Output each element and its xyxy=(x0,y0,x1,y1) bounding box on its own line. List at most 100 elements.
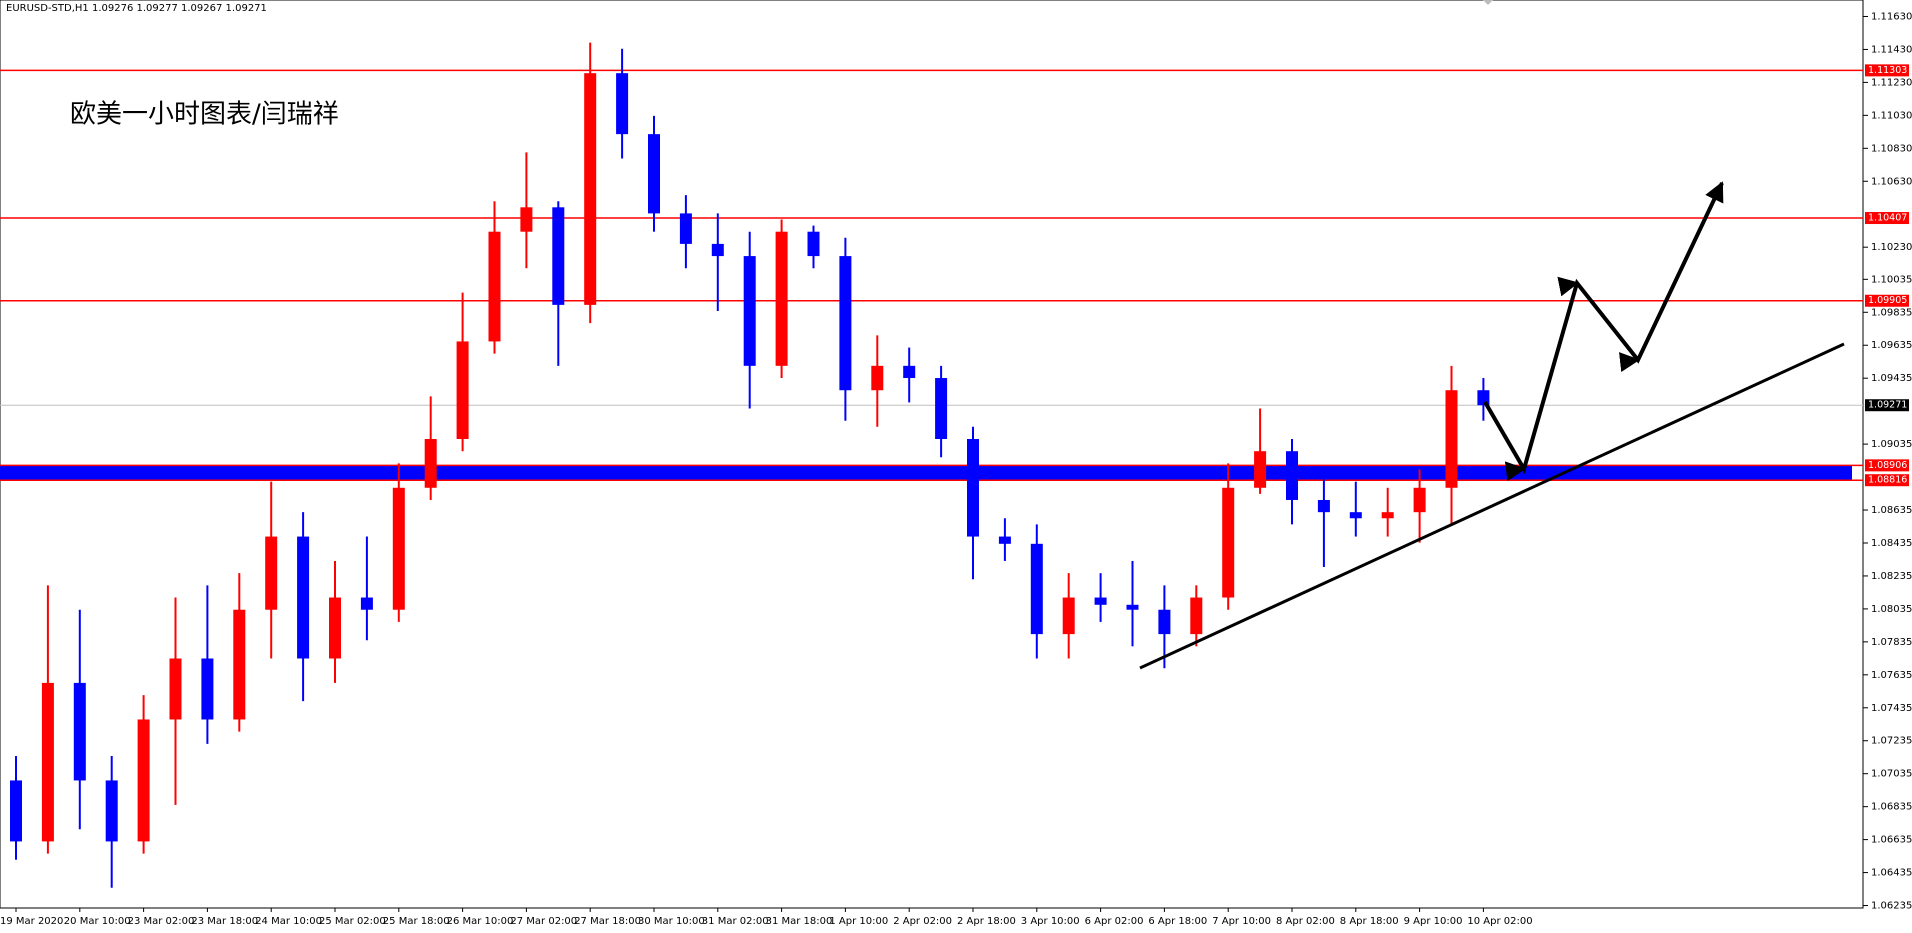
y-tick-label: 1.07435 xyxy=(1871,703,1912,714)
x-tick-label: 2 Apr 02:00 xyxy=(893,916,952,927)
x-tick-label: 27 Mar 02:00 xyxy=(510,916,577,927)
y-tick-label: 1.09435 xyxy=(1871,373,1912,384)
x-tick-label: 31 Mar 02:00 xyxy=(702,916,769,927)
level-label-bg xyxy=(1865,64,1909,77)
candle-body xyxy=(1190,597,1203,635)
candle-body xyxy=(839,256,852,391)
y-tick-label: 1.06635 xyxy=(1871,835,1912,846)
support-zone xyxy=(0,465,1852,481)
x-tick-label: 8 Apr 18:00 xyxy=(1340,916,1399,927)
candle-body xyxy=(488,231,501,342)
x-tick-label: 7 Apr 10:00 xyxy=(1212,916,1271,927)
candle-body xyxy=(1158,609,1171,635)
candle-body xyxy=(711,243,724,257)
x-tick-label: 3 Apr 10:00 xyxy=(1021,916,1080,927)
candle-body xyxy=(73,682,86,781)
chart-header: EURUSD-STD,H1 1.09276 1.09277 1.09267 1.… xyxy=(6,3,267,14)
level-label: 1.11303 xyxy=(1868,65,1907,76)
y-tick-label: 1.08235 xyxy=(1871,571,1912,582)
x-tick-label: 25 Mar 02:00 xyxy=(319,916,386,927)
trend-line xyxy=(1139,342,1845,670)
candle-body xyxy=(424,439,437,488)
y-tick-label: 1.07235 xyxy=(1871,736,1912,747)
x-tick-label: 20 Mar 10:00 xyxy=(64,916,131,927)
x-tick-label: 26 Mar 10:00 xyxy=(447,916,514,927)
y-tick-label: 1.10630 xyxy=(1871,176,1912,187)
candle-body xyxy=(329,597,341,659)
candle-body xyxy=(520,207,533,232)
level-label-bg xyxy=(1865,212,1909,225)
level-label: 1.10407 xyxy=(1868,213,1907,224)
candle-body xyxy=(967,439,979,537)
level-label-bg xyxy=(1865,459,1909,472)
y-tick-label: 1.10830 xyxy=(1871,143,1912,154)
candle-body xyxy=(233,609,246,720)
y-tick-label: 1.10230 xyxy=(1871,242,1912,253)
price-label: 1.09271 xyxy=(1868,400,1907,411)
candle-body xyxy=(137,719,150,842)
candle-body xyxy=(41,682,54,842)
y-tick-label: 1.11030 xyxy=(1871,110,1912,121)
candle-body xyxy=(903,365,916,379)
y-tick-label: 1.09835 xyxy=(1871,307,1912,318)
candle-body xyxy=(10,780,22,842)
x-tick-label: 9 Apr 10:00 xyxy=(1404,916,1463,927)
x-tick-label: 6 Apr 02:00 xyxy=(1085,916,1144,927)
x-tick-label: 23 Mar 18:00 xyxy=(191,916,258,927)
candle-body xyxy=(297,536,310,659)
candle-body xyxy=(552,207,565,305)
projection-arrows xyxy=(1483,181,1724,482)
candle-body xyxy=(1126,604,1139,610)
y-tick-label: 1.06835 xyxy=(1871,802,1912,813)
x-tick-label: 24 Mar 10:00 xyxy=(255,916,322,927)
candle-body xyxy=(743,256,756,366)
candle-body xyxy=(201,658,214,720)
x-tick-label: 27 Mar 18:00 xyxy=(574,916,641,927)
y-tick-label: 1.08435 xyxy=(1871,538,1912,549)
y-tick-label: 1.06435 xyxy=(1871,868,1912,879)
y-tick-label: 1.11230 xyxy=(1871,77,1912,88)
candle-body xyxy=(584,73,597,305)
x-tick-label: 31 Mar 18:00 xyxy=(766,916,833,927)
plot-area xyxy=(0,0,1864,909)
y-tick-label: 1.07035 xyxy=(1871,769,1912,780)
x-tick-label: 30 Mar 10:00 xyxy=(638,916,705,927)
y-tick-label: 1.08035 xyxy=(1871,604,1912,615)
candle-body xyxy=(871,365,884,391)
x-tick-label: 23 Mar 02:00 xyxy=(128,916,195,927)
candle-body xyxy=(998,536,1011,544)
candle-body xyxy=(105,780,118,842)
candle-body xyxy=(1381,512,1394,519)
level-label: 1.08816 xyxy=(1868,475,1907,486)
candle-body xyxy=(1349,512,1362,519)
y-tick-label: 1.06235 xyxy=(1871,901,1912,912)
y-tick-label: 1.08635 xyxy=(1871,505,1912,516)
candle-body xyxy=(1030,543,1043,635)
candle-body xyxy=(1254,451,1267,488)
candle-body xyxy=(360,597,373,610)
x-tick-label: 2 Apr 18:00 xyxy=(957,916,1016,927)
x-tick-label: 8 Apr 02:00 xyxy=(1276,916,1335,927)
level-label-bg xyxy=(1865,294,1909,307)
candle-body xyxy=(807,231,820,257)
level-label-bg xyxy=(1865,474,1909,487)
y-tick-label: 1.11630 xyxy=(1871,11,1912,22)
y-tick-label: 1.11430 xyxy=(1871,44,1912,55)
candle-body xyxy=(1317,499,1330,513)
y-tick-label: 1.10035 xyxy=(1871,274,1912,285)
price-label-bg xyxy=(1865,399,1909,412)
y-tick-label: 1.09635 xyxy=(1871,340,1912,351)
candle-body xyxy=(775,231,788,366)
y-tick-label: 1.09035 xyxy=(1871,439,1912,450)
y-tick-label: 1.07835 xyxy=(1871,637,1912,648)
candle-body xyxy=(1062,597,1075,635)
x-tick-label: 10 Apr 02:00 xyxy=(1467,916,1532,927)
candle-body xyxy=(1413,487,1426,513)
candle-body xyxy=(1222,487,1235,598)
candle-body xyxy=(648,134,660,214)
level-label: 1.08906 xyxy=(1868,460,1907,471)
candle-body xyxy=(679,213,692,244)
x-tick-label: 19 Mar 2020 xyxy=(0,916,63,927)
candle-body xyxy=(265,536,278,610)
